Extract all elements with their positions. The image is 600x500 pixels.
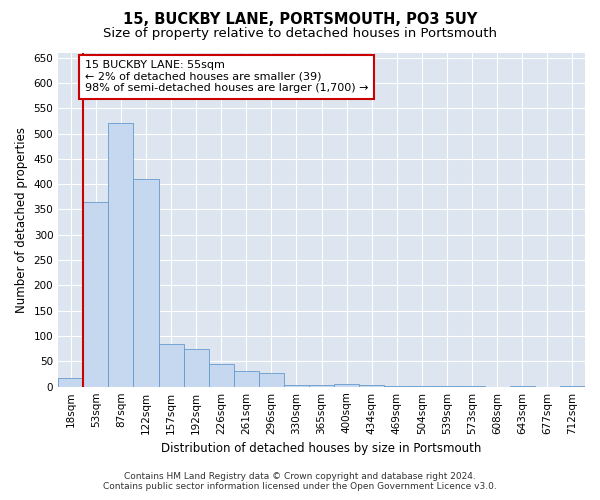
Bar [284, 385, 309, 386]
Text: Contains HM Land Registry data © Crown copyright and database right 2024.
Contai: Contains HM Land Registry data © Crown c… [103, 472, 497, 491]
Y-axis label: Number of detached properties: Number of detached properties [15, 126, 28, 312]
Bar [359, 385, 385, 386]
Text: 15, BUCKBY LANE, PORTSMOUTH, PO3 5UY: 15, BUCKBY LANE, PORTSMOUTH, PO3 5UY [123, 12, 477, 28]
Bar [334, 384, 359, 386]
Bar [259, 372, 284, 386]
Bar [309, 385, 334, 386]
Bar [234, 372, 259, 386]
Bar [184, 348, 209, 387]
Text: 15 BUCKBY LANE: 55sqm
← 2% of detached houses are smaller (39)
98% of semi-detac: 15 BUCKBY LANE: 55sqm ← 2% of detached h… [85, 60, 368, 94]
Bar [133, 179, 158, 386]
X-axis label: Distribution of detached houses by size in Portsmouth: Distribution of detached houses by size … [161, 442, 482, 455]
Bar [158, 344, 184, 386]
Bar [83, 202, 109, 386]
Bar [109, 124, 133, 386]
Bar [58, 378, 83, 386]
Bar [209, 364, 234, 386]
Text: Size of property relative to detached houses in Portsmouth: Size of property relative to detached ho… [103, 28, 497, 40]
